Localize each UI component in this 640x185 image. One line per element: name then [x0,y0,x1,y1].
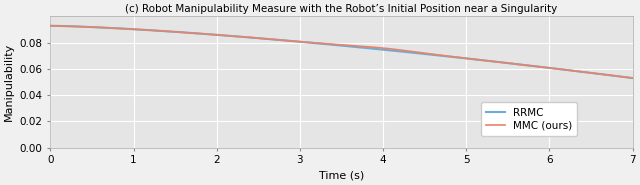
RRMC [230,35,238,37]
Title: (c) Robot Manipulability Measure with the Robot’s Initial Position near a Singul: (c) Robot Manipulability Measure with th… [125,4,557,14]
RRMC [211,33,218,36]
X-axis label: Time (s): Time (s) [319,171,364,181]
Legend: RRMC, MMC (ours): RRMC, MMC (ours) [481,102,577,136]
RRMC [47,25,54,27]
Y-axis label: Manipulability: Manipulability [4,43,14,121]
RRMC [189,32,196,34]
RRMC [500,61,508,64]
MMC (ours) [47,25,54,27]
RRMC [572,70,579,72]
MMC (ours) [211,33,218,36]
MMC (ours) [628,77,636,79]
Line: MMC (ours): MMC (ours) [51,26,632,78]
Line: RRMC: RRMC [51,26,632,78]
MMC (ours) [572,70,579,72]
RRMC [628,77,636,79]
MMC (ours) [429,53,436,55]
RRMC [429,54,436,56]
MMC (ours) [500,61,508,64]
MMC (ours) [189,32,196,34]
MMC (ours) [230,35,238,37]
